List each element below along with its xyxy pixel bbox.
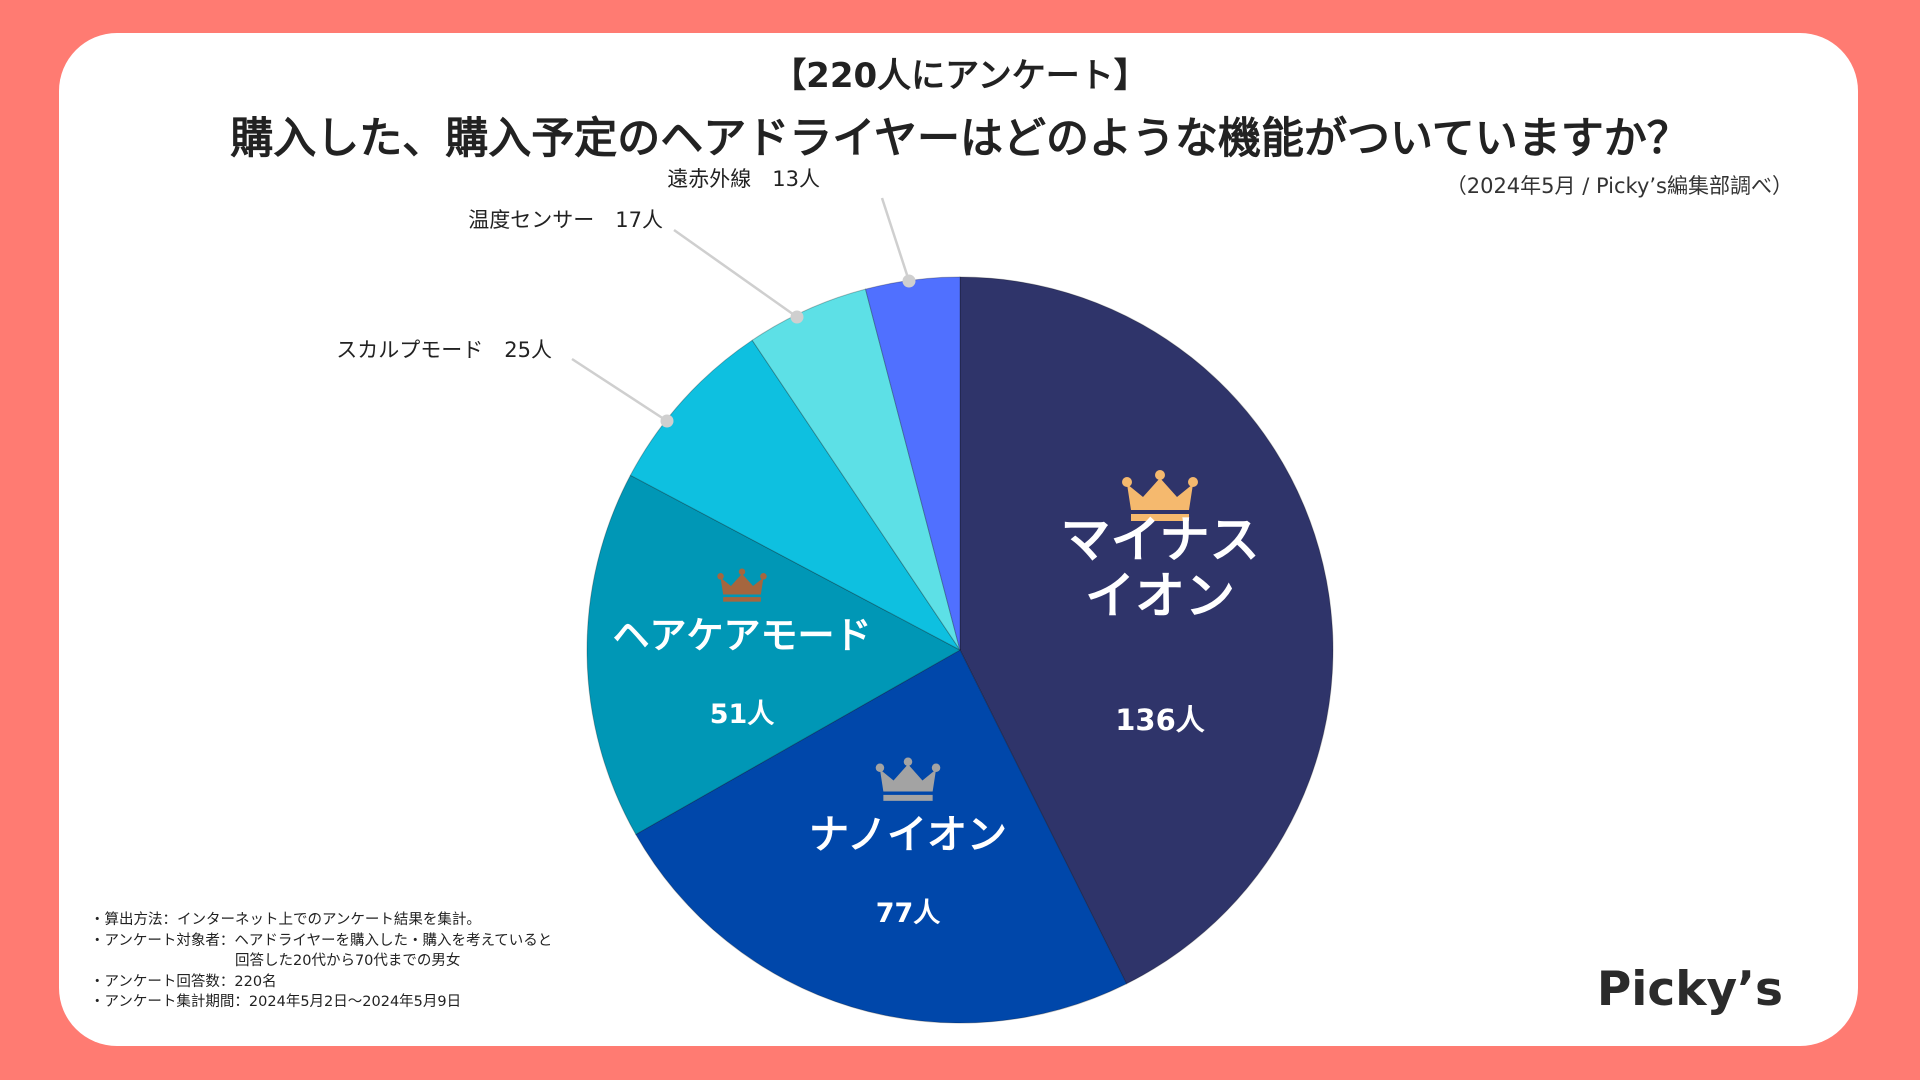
slice-value-label: 77人 — [876, 898, 941, 929]
slice-label: イオン — [1085, 567, 1235, 625]
callout-line — [880, 197, 911, 282]
callout-dot — [902, 274, 916, 288]
pie-slice — [635, 649, 1128, 1024]
note-line: ・算出方法：インターネット上でのアンケート結果を集計。 — [90, 912, 481, 928]
pie-slice — [959, 276, 1334, 985]
slice-label: ナノイオン — [809, 812, 1007, 858]
note-line: ・アンケート集計期間：2024年5月2日～2024年5月9日 — [90, 994, 462, 1010]
survey-tag: 【220人にアンケート】 — [772, 56, 1148, 96]
slice-value-label: 51人 — [710, 699, 775, 730]
source-note: （2024年5月 / Picky’s編集部調べ） — [1445, 174, 1793, 198]
callout-dot — [790, 310, 804, 324]
callout-line — [673, 228, 798, 319]
pie-slice — [586, 474, 962, 836]
callout-dot — [660, 414, 674, 428]
pie-slice — [629, 339, 961, 651]
callout-label: 温度センサー 17人 — [468, 208, 663, 232]
callout-label: スカルプモード 25人 — [336, 338, 552, 362]
crown-icon — [1122, 470, 1198, 521]
slice-value-label: 136人 — [1115, 703, 1205, 737]
chart-title: 購入した、購入予定のヘアドライヤーはどのような機能がついていますか？ — [230, 114, 1690, 164]
note-line: 回答した20代から70代までの男女 — [90, 953, 461, 969]
slice-label: ヘアケアモード — [613, 614, 872, 657]
slice-label: マイナス — [1061, 511, 1260, 569]
picky-logo: Picky’s — [1596, 962, 1783, 1017]
callout-label: 遠赤外線 13人 — [667, 167, 820, 191]
survey-notes: ・算出方法：インターネット上でのアンケート結果を集計。 ・アンケート対象者：ヘア… — [90, 910, 552, 1013]
callout-line — [571, 357, 668, 423]
note-line: ・アンケート対象者：ヘアドライヤーを購入した・購入を考えていると — [90, 932, 553, 949]
pie-slice — [751, 288, 961, 651]
crown-icon — [875, 757, 941, 801]
note-line: ・アンケート回答数：220名 — [90, 973, 277, 990]
crown-icon — [717, 568, 767, 602]
